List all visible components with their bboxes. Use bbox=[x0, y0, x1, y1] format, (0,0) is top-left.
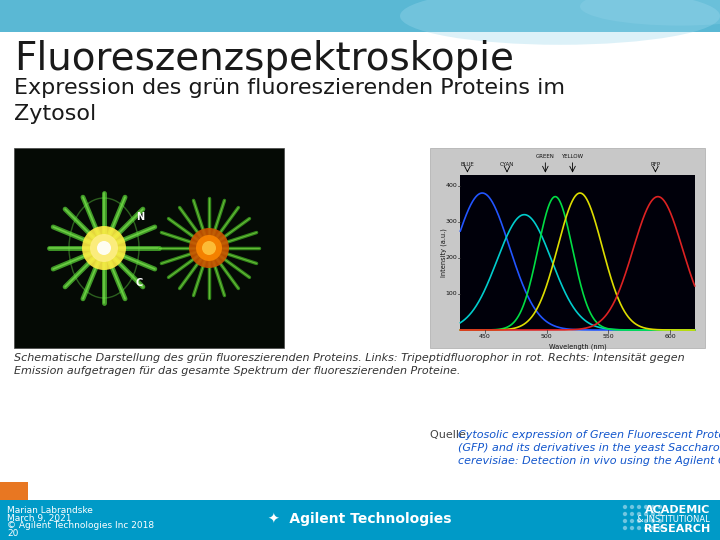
Ellipse shape bbox=[82, 226, 126, 270]
Text: YELLOW: YELLOW bbox=[562, 154, 584, 159]
Text: Cytosolic expression of Green Fluorescent Protein
(GFP) and its derivatives in t: Cytosolic expression of Green Fluorescen… bbox=[458, 430, 720, 467]
Circle shape bbox=[652, 519, 654, 523]
Text: Schematische Darstellung des grün fluoreszierenden Proteins. Links: Tripeptidflu: Schematische Darstellung des grün fluore… bbox=[14, 353, 685, 376]
Circle shape bbox=[644, 505, 647, 509]
Circle shape bbox=[637, 512, 641, 516]
Text: 20: 20 bbox=[7, 529, 19, 537]
Circle shape bbox=[652, 526, 654, 530]
Text: 400: 400 bbox=[445, 183, 457, 188]
Circle shape bbox=[637, 526, 641, 530]
Bar bbox=[460, 175, 695, 330]
Circle shape bbox=[624, 512, 626, 516]
Circle shape bbox=[659, 519, 662, 523]
Text: 550: 550 bbox=[603, 334, 614, 339]
Text: 200: 200 bbox=[445, 255, 457, 260]
Text: 300: 300 bbox=[445, 219, 457, 224]
Ellipse shape bbox=[580, 0, 720, 25]
Text: Marian Labrandske: Marian Labrandske bbox=[7, 506, 93, 515]
Text: ACADEMIC: ACADEMIC bbox=[644, 505, 710, 515]
Bar bbox=[0, 482, 28, 500]
Circle shape bbox=[652, 505, 654, 509]
Ellipse shape bbox=[400, 0, 720, 45]
Text: Expression des grün fluoreszierenden Proteins im
Zytosol: Expression des grün fluoreszierenden Pro… bbox=[14, 78, 565, 124]
Text: CYAN: CYAN bbox=[500, 162, 514, 167]
Text: March 9, 2021: March 9, 2021 bbox=[7, 514, 71, 523]
Text: GREEN: GREEN bbox=[536, 154, 555, 159]
Text: 100: 100 bbox=[446, 292, 457, 296]
Circle shape bbox=[631, 519, 634, 523]
Circle shape bbox=[637, 519, 641, 523]
Text: 500: 500 bbox=[541, 334, 552, 339]
Text: BLUE: BLUE bbox=[461, 162, 474, 167]
Circle shape bbox=[644, 519, 647, 523]
Circle shape bbox=[659, 505, 662, 509]
Circle shape bbox=[659, 526, 662, 530]
Circle shape bbox=[624, 505, 626, 509]
Bar bbox=[0, 500, 720, 540]
Text: Quelle:: Quelle: bbox=[430, 430, 473, 440]
Circle shape bbox=[644, 512, 647, 516]
Text: N: N bbox=[136, 212, 144, 222]
Circle shape bbox=[624, 519, 626, 523]
Ellipse shape bbox=[90, 234, 118, 262]
Text: C: C bbox=[136, 278, 143, 288]
Text: ✦  Agilent Technologies: ✦ Agilent Technologies bbox=[269, 512, 451, 526]
Text: 600: 600 bbox=[665, 334, 676, 339]
Text: & INSTITUTIONAL: & INSTITUTIONAL bbox=[637, 515, 710, 524]
Circle shape bbox=[631, 526, 634, 530]
Circle shape bbox=[659, 512, 662, 516]
Circle shape bbox=[652, 512, 654, 516]
Ellipse shape bbox=[196, 235, 222, 261]
Circle shape bbox=[631, 512, 634, 516]
Text: RESEARCH: RESEARCH bbox=[644, 524, 710, 534]
Circle shape bbox=[631, 505, 634, 509]
Bar bbox=[14, 148, 284, 348]
Circle shape bbox=[644, 526, 647, 530]
Text: 450: 450 bbox=[479, 334, 490, 339]
Text: Fluoreszenzspektroskopie: Fluoreszenzspektroskopie bbox=[14, 40, 514, 78]
Ellipse shape bbox=[97, 241, 111, 255]
Text: Intensity (a.u.): Intensity (a.u.) bbox=[441, 228, 447, 277]
Text: Wavelength (nm): Wavelength (nm) bbox=[549, 343, 606, 349]
Bar bbox=[430, 148, 705, 348]
Ellipse shape bbox=[189, 228, 229, 268]
Circle shape bbox=[637, 505, 641, 509]
Bar bbox=[0, 0, 720, 32]
Text: RFP: RFP bbox=[650, 162, 660, 167]
Ellipse shape bbox=[202, 241, 216, 255]
Circle shape bbox=[624, 526, 626, 530]
Text: © Agilent Technologies Inc 2018: © Agilent Technologies Inc 2018 bbox=[7, 521, 154, 530]
